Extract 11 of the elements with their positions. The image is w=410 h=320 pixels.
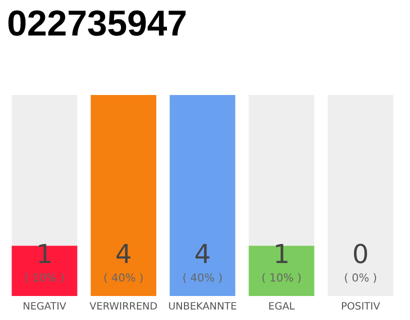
x-tick-label: NEGATIV [22,302,66,312]
text: 4 ( 40% ) [103,240,144,284]
text: 4 ( 40% ) [182,240,223,284]
x-tick-label: UNBEKANNTE [168,302,237,312]
text: 1 ( 10% ) [24,240,65,284]
chart-title: 022735947 [7,2,188,44]
text: 0 ( 0% ) [344,240,378,284]
x-tick-label: POSITIV [340,302,380,312]
x-tick-label: EGAL [268,302,296,312]
x-tick-label: VERWIRREND [90,302,158,312]
text: 1 ( 10% ) [261,240,302,284]
